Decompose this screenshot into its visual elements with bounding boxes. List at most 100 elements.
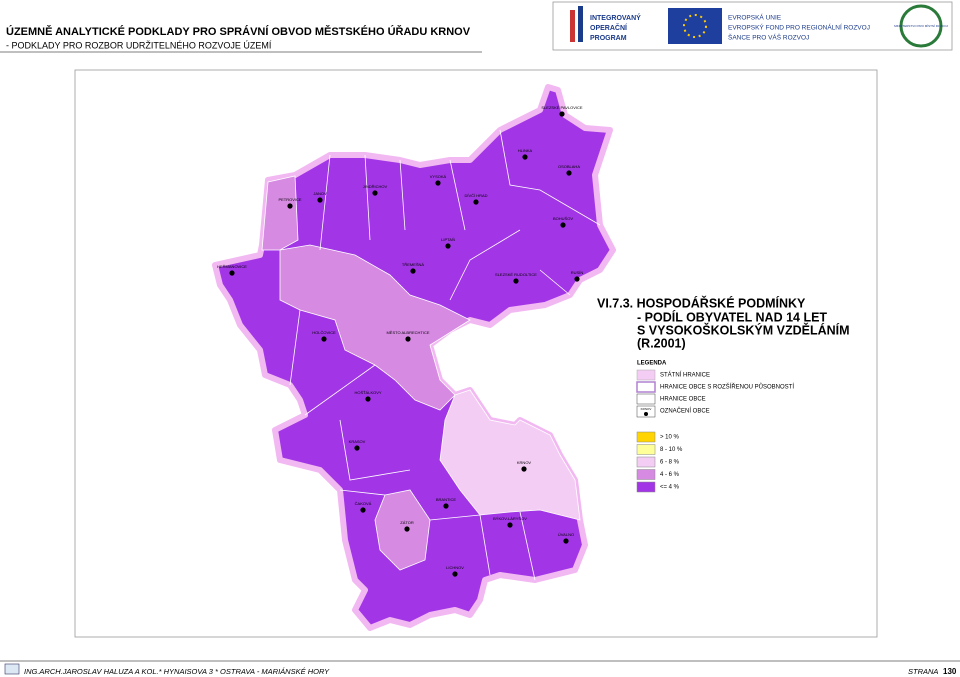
municipality-label: VYSOKÁ <box>430 174 447 179</box>
legend-state-border <box>636 369 656 381</box>
logo-text: OPERAČNÍ <box>590 23 628 32</box>
region-mid <box>374 489 431 571</box>
municipality-label: HOLČOVICE <box>312 330 336 335</box>
legend-swatch <box>636 481 656 493</box>
municipality-label: SLEZSKÉ RUDOLTICE <box>495 272 537 277</box>
municipality-dot <box>507 522 513 528</box>
legend-class-label: 6 - 8 % <box>660 460 680 466</box>
map-title-line: - PODÍL OBYVATEL NAD 14 LET <box>637 309 827 324</box>
municipality-dot <box>522 154 528 160</box>
municipality-dot <box>563 538 569 544</box>
legend-line-label: HRANICE OBCE S ROZŠÍŘENOU PŮSOBNOSTÍ <box>660 383 794 391</box>
municipality-label: HLINKA <box>518 148 533 153</box>
municipality-dot <box>287 203 293 209</box>
logo-frame <box>552 1 953 51</box>
municipality-dot <box>574 276 580 282</box>
municipality-dot <box>435 180 441 186</box>
eu-stars <box>683 14 707 38</box>
municipality-dot <box>354 445 360 451</box>
footer-icon <box>4 663 20 675</box>
map-title-line: VI.7.3. HOSPODÁŘSKÉ PODMÍNKY <box>597 295 806 310</box>
municipality-label: LICHNOV <box>446 565 464 570</box>
municipality-dot <box>360 507 366 513</box>
municipality-dot <box>452 571 458 577</box>
municipality-dot <box>404 526 410 532</box>
footer-page-label: STRANA <box>908 667 938 676</box>
legend-class-label: <= 4 % <box>660 485 680 491</box>
footer-author: ING.ARCH.JAROSLAV HALUZA A KOL.* HYNAISO… <box>24 667 330 676</box>
municipality-label: JINDŘICHOV <box>363 184 388 189</box>
logo-text: ŠANCE PRO VÁŠ ROZVOJ <box>728 33 809 42</box>
municipality-label: HOŠŤÁLKOVY <box>354 390 381 395</box>
mmr-logo <box>899 4 943 48</box>
legend-orp-border <box>636 381 656 393</box>
municipality-dot <box>365 396 371 402</box>
footer-page: 130 <box>943 667 957 676</box>
municipality-label: DÍVČÍ HRAD <box>464 193 487 198</box>
legend-swatch <box>636 469 656 480</box>
logo-text: INTEGROVANÝ <box>590 13 641 22</box>
legend-dot <box>644 412 648 416</box>
municipality-label: BRANTICE <box>436 497 457 502</box>
legend-class-label: 4 - 6 % <box>660 472 680 478</box>
municipality-label: RUSÍN <box>571 270 584 275</box>
municipality-dot <box>559 111 565 117</box>
municipality-dot <box>513 278 519 284</box>
logo-text: MINISTERSTVO PRO MÍSTNÍ ROZVOJ <box>894 24 948 28</box>
logo-bar-blue <box>578 6 583 42</box>
municipality-label: MĚSTO ALBRECHTICE <box>386 330 429 335</box>
municipality-label: ÚVALNO <box>558 532 574 537</box>
municipality-label: KRNOV <box>517 460 532 465</box>
municipality-dot <box>443 503 449 509</box>
municipality-dot <box>405 336 411 342</box>
legend-line-label: HRANICE OBCE <box>660 397 706 403</box>
municipality-label: LIPTAŇ <box>441 237 455 242</box>
legend-class-label: 8 - 10 % <box>660 447 683 453</box>
region-high <box>439 389 581 521</box>
logo-bar-red <box>570 10 575 42</box>
municipality-dot <box>229 270 235 276</box>
legend-title: LEGENDA <box>637 361 667 367</box>
municipality-label: ČAKOVÁ <box>355 501 372 506</box>
eu-flag <box>668 8 722 44</box>
borders <box>289 129 601 581</box>
municipality-label: BÝKOV-LÁRYŠOV <box>493 516 527 521</box>
map: SLEZSKÉ PAVLOVICE HLINKA OSOBLAHA BOHUŠOV RU… <box>212 84 616 631</box>
map-title-line: S VYSOKOŠKOLSKÝM VZDĚLÁNÍM <box>637 322 850 337</box>
legend-symbol-label: KRNOV <box>641 407 652 411</box>
header-subtitle: - PODKLADY PRO ROZBOR UDRŽITELNÉHO ROZVO… <box>6 40 272 50</box>
municipality-dot <box>560 222 566 228</box>
municipality-dot <box>473 199 479 205</box>
legend-swatch <box>636 456 656 468</box>
municipality-dot <box>317 197 323 203</box>
legend-border <box>636 393 656 405</box>
municipality-label: BOHUŠOV <box>553 216 573 221</box>
municipality-label: SLEZSKÉ PAVLOVICE <box>541 105 583 110</box>
municipality-dot <box>321 336 327 342</box>
municipality-label: ZÁTOR <box>400 520 414 525</box>
municipality-dot <box>372 190 378 196</box>
map-title: VI.7.3. HOSPODÁŘSKÉ PODMÍNKY - PODÍL OBY… <box>597 295 850 350</box>
municipality-dot <box>410 268 416 274</box>
municipality-label: KRASOV <box>349 439 366 444</box>
municipality-dot <box>521 466 527 472</box>
municipality-label: PETROVICE <box>278 197 301 202</box>
logo-text: EVROPSKÝ FOND PRO REGIONÁLNÍ ROZVOJ <box>728 23 870 32</box>
header-title: ÚZEMNĚ ANALYTICKÉ PODKLADY PRO SPRÁVNÍ O… <box>6 25 471 38</box>
municipality-dot <box>566 170 572 176</box>
legend-line-label: OZNAČENÍ OBCE <box>660 408 710 415</box>
logo-text: PROGRAM <box>590 35 627 42</box>
region-mid <box>261 175 299 251</box>
legend-class-label: > 10 % <box>660 435 680 441</box>
municipality-dot <box>445 243 451 249</box>
map-title-line: (R.2001) <box>637 336 686 350</box>
legend-symbol <box>636 405 656 418</box>
logo-bar: INTEGROVANÝ OPERAČNÍ PROGRAM EVROPSKÁ UN… <box>552 1 953 51</box>
legend: LEGENDA KRNOV STÁTNÍ HRANICE HRANICE OBCE… <box>636 361 794 493</box>
municipality-label: TŘEMEŠNÁ <box>402 262 425 267</box>
municipality-label: JANOV <box>313 191 327 196</box>
legend-line-label: STÁTNÍ HRANICE <box>660 372 710 379</box>
municipality-label: HEŘMANOVICE <box>217 264 247 269</box>
